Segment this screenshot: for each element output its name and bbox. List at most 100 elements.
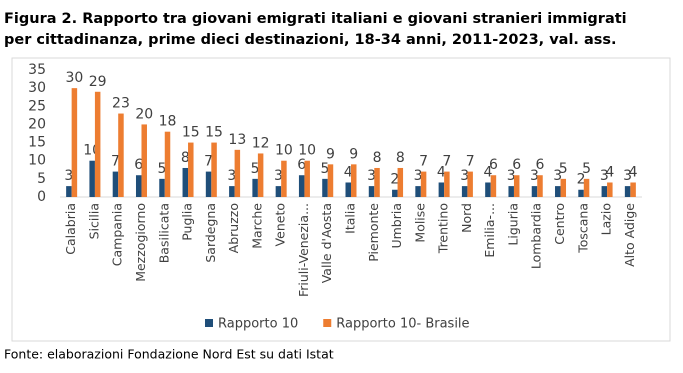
- y-tick-label: 0: [37, 189, 46, 205]
- data-label: 7: [419, 154, 428, 170]
- bar: [257, 153, 264, 197]
- y-tick-label: 25: [28, 98, 46, 114]
- bar: [537, 175, 543, 197]
- data-label: 29: [89, 74, 107, 90]
- data-label: 3: [274, 168, 283, 184]
- data-label: 8: [396, 150, 405, 166]
- bar: [252, 178, 258, 197]
- data-label: 9: [326, 146, 335, 162]
- bar: [624, 186, 631, 197]
- bar: [322, 178, 328, 197]
- data-label: 7: [442, 154, 451, 170]
- data-label: 10: [298, 143, 316, 159]
- data-label: 5: [321, 161, 330, 177]
- bar: [531, 186, 538, 197]
- data-label: 15: [182, 125, 200, 141]
- x-tick-label: Veneto: [273, 203, 288, 246]
- bar: [368, 186, 375, 197]
- bar: [281, 160, 287, 197]
- data-label: 18: [159, 114, 177, 130]
- x-tick-label: Calabria: [63, 203, 78, 255]
- data-label: 4: [344, 164, 353, 180]
- x-tick-label: Lazio: [599, 203, 614, 235]
- bar: [205, 171, 212, 197]
- bar: [461, 186, 468, 197]
- x-tick-label: Mezzogiorno: [133, 203, 148, 282]
- x-tick-label: Liguria: [505, 203, 520, 246]
- x-tick-label: Emilia-...: [482, 203, 497, 258]
- data-label: 3: [553, 168, 562, 184]
- x-tick-label: Campania: [110, 203, 125, 266]
- bar: [513, 175, 520, 197]
- data-label: 23: [112, 96, 130, 112]
- data-label: 5: [559, 161, 568, 177]
- y-tick-label: 20: [28, 116, 46, 132]
- data-label: 4: [605, 164, 614, 180]
- bar: [234, 149, 241, 197]
- legend-label: Rapporto 10- Brasile: [336, 317, 469, 332]
- data-label: 3: [227, 168, 236, 184]
- bar: [275, 186, 282, 197]
- x-tick-label: Lombardia: [529, 203, 544, 269]
- bar: [89, 160, 95, 197]
- bar: [601, 186, 608, 197]
- legend-swatch: [205, 319, 213, 327]
- data-label: 12: [252, 135, 270, 151]
- data-label: 2: [390, 172, 399, 188]
- data-label: 4: [483, 164, 492, 180]
- x-tick-label: Trentino: [436, 203, 451, 254]
- y-tick-label: 30: [28, 80, 46, 96]
- bar: [351, 164, 357, 197]
- legend-swatch: [323, 319, 332, 327]
- y-tick-label: 10: [28, 153, 46, 169]
- data-label: 5: [251, 161, 260, 177]
- data-label: 7: [466, 154, 475, 170]
- bar: [211, 142, 217, 197]
- data-label: 6: [297, 157, 306, 173]
- bar: [630, 182, 636, 197]
- data-label: 4: [629, 164, 638, 180]
- data-label: 20: [135, 106, 153, 122]
- data-label: 3: [530, 168, 539, 184]
- x-tick-label: Molise: [412, 203, 427, 243]
- bar: [159, 178, 165, 197]
- bar: [583, 178, 590, 197]
- source-note: Fonte: elaborazioni Fondazione Nord Est …: [4, 347, 334, 362]
- x-tick-label: Sicilia: [86, 203, 101, 239]
- data-label: 6: [134, 157, 143, 173]
- bar: [94, 91, 101, 197]
- x-tick-label: Puglia: [180, 203, 195, 241]
- bar: [607, 182, 613, 197]
- data-label: 6: [512, 157, 521, 173]
- bar: [188, 142, 194, 197]
- bar: [490, 175, 497, 197]
- bar: [392, 189, 398, 197]
- x-tick-label: Italia: [343, 203, 358, 234]
- bar: [118, 113, 124, 197]
- data-label: 8: [181, 150, 190, 166]
- bar: [135, 175, 142, 197]
- bar: [327, 164, 334, 197]
- data-label: 5: [158, 161, 167, 177]
- x-tick-label: Piemonte: [366, 203, 381, 262]
- bar: [112, 171, 119, 197]
- bar: [164, 131, 171, 197]
- data-label: 9: [349, 146, 358, 162]
- data-label: 30: [65, 70, 83, 86]
- bar: [444, 171, 450, 197]
- x-tick-label: Friuli-Venezia...: [296, 203, 311, 297]
- data-label: 3: [460, 168, 469, 184]
- data-label: 8: [373, 150, 382, 166]
- data-label: 10: [275, 143, 293, 159]
- data-label: 5: [582, 161, 591, 177]
- bar: [578, 189, 584, 197]
- bar: [374, 167, 380, 197]
- data-label: 7: [111, 154, 120, 170]
- data-label: 6: [536, 157, 545, 173]
- data-label: 2: [577, 172, 586, 188]
- data-label: 15: [205, 125, 223, 141]
- bar: [66, 186, 72, 197]
- data-label: 3: [623, 168, 632, 184]
- data-label: 4: [437, 164, 446, 180]
